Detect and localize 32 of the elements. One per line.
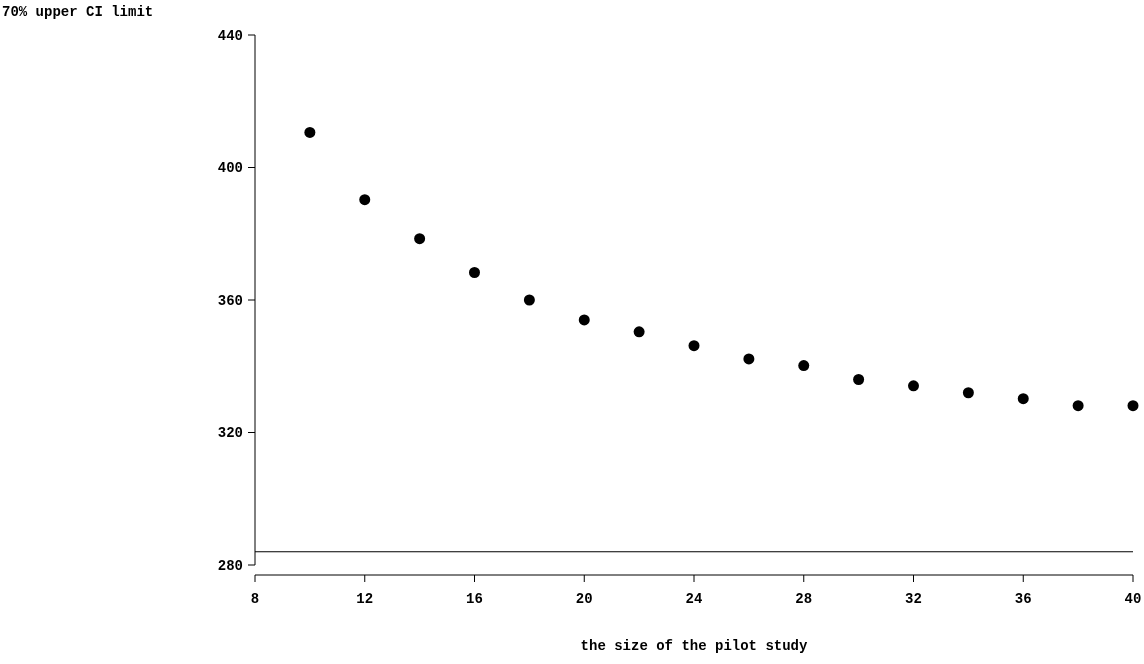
point: [743, 353, 755, 365]
point: [304, 126, 316, 138]
x-tick-label: 20: [575, 591, 593, 607]
y-axis-title: 70% upper CI limit: [2, 4, 154, 20]
point: [469, 267, 480, 279]
point: [1072, 400, 1084, 412]
point: [633, 326, 645, 338]
x-tick-label: 8: [250, 591, 260, 607]
x-tick-label: 28: [795, 591, 813, 607]
point: [359, 194, 371, 206]
point: [908, 380, 919, 392]
y-tick-label: 320: [217, 425, 243, 442]
y-tick-label: 280: [217, 557, 243, 574]
point: [688, 340, 700, 352]
x-tick-label: 32: [905, 591, 922, 607]
point: [578, 314, 590, 326]
x-tick-label: 36: [1014, 591, 1032, 607]
point: [962, 387, 974, 399]
x-tick-label: 12: [356, 591, 374, 607]
point: [1127, 400, 1139, 412]
x-axis-title: the size of the pilot study: [580, 638, 809, 654]
x-tick-label: 40: [1124, 591, 1142, 607]
x-tick-label: 16: [466, 591, 483, 607]
point: [853, 374, 865, 385]
y-tick-label: 440: [217, 27, 243, 44]
point: [523, 294, 535, 306]
point: [414, 233, 426, 245]
y-tick-label: 360: [217, 292, 243, 309]
y-tick-label: 400: [217, 160, 243, 177]
point: [798, 360, 810, 372]
point: [1017, 393, 1029, 405]
x-tick-label: 24: [685, 591, 703, 607]
